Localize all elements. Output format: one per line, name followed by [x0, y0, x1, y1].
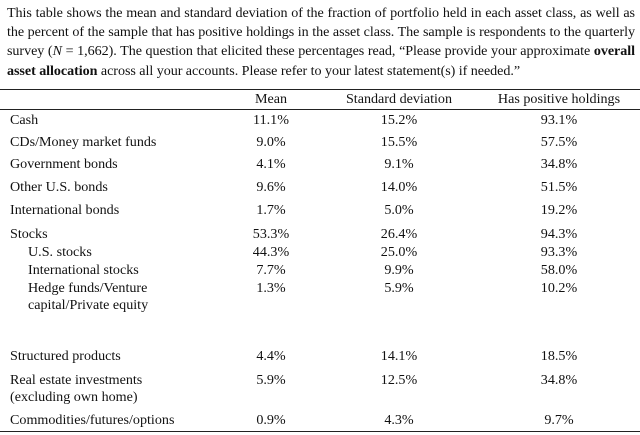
row-label-us-stocks: U.S. stocks	[28, 244, 92, 260]
cell-positive: 51.5%	[540, 179, 578, 195]
cell-positive: 18.5%	[540, 348, 578, 364]
caption-text-1: This table shows the mean and standard d…	[7, 5, 635, 60]
table-caption: This table shows the mean and standard d…	[7, 4, 635, 81]
row-label-stocks: Stocks	[10, 226, 48, 242]
cell-sd: 9.1%	[384, 156, 414, 172]
row-label-other-us-bonds: Other U.S. bonds	[10, 179, 108, 195]
cell-mean: 1.3%	[256, 280, 286, 296]
cell-positive: 93.1%	[540, 112, 578, 128]
header-mean: Mean	[254, 91, 288, 107]
cell-sd: 15.2%	[380, 112, 418, 128]
cell-positive: 9.7%	[544, 412, 574, 428]
caption-text-2: = 1,662). The question that elicited the…	[61, 43, 594, 60]
cell-mean: 4.1%	[256, 156, 286, 172]
cell-mean: 5.9%	[256, 372, 286, 388]
row-label-real-estate: Real estate investments (excluding own h…	[10, 372, 143, 405]
cell-sd: 12.5%	[380, 372, 418, 388]
header-rule	[0, 109, 640, 110]
cell-positive: 58.0%	[540, 262, 578, 278]
cell-mean: 11.1%	[253, 112, 289, 128]
cell-mean: 44.3%	[252, 244, 290, 260]
row-label-cds-money-market: CDs/Money market funds	[10, 134, 157, 150]
cell-sd: 25.0%	[380, 244, 418, 260]
cell-sd: 15.5%	[380, 134, 418, 150]
cell-positive: 10.2%	[540, 280, 578, 296]
cell-sd: 4.3%	[384, 412, 414, 428]
caption-n-variable: N	[52, 43, 62, 60]
cell-positive: 94.3%	[540, 226, 578, 242]
cell-positive: 34.8%	[540, 372, 578, 388]
cell-positive: 57.5%	[540, 134, 578, 150]
caption-text-3: across all your accounts. Please refer t…	[97, 62, 521, 79]
cell-mean: 0.9%	[256, 412, 286, 428]
caption-bold-phrase: overall asset allocation	[7, 43, 635, 79]
cell-mean: 9.6%	[256, 179, 286, 195]
row-label-commodities: Commodities/futures/options	[10, 412, 175, 428]
cell-mean: 53.3%	[252, 226, 290, 242]
cell-mean: 1.7%	[256, 202, 286, 218]
cell-mean: 4.4%	[256, 348, 286, 364]
row-label-international-bonds: International bonds	[10, 202, 120, 218]
cell-mean: 7.7%	[256, 262, 286, 278]
table-bottom-rule	[0, 431, 640, 432]
cell-sd: 14.0%	[380, 179, 418, 195]
header-has-positive-holdings: Has positive holdings	[497, 91, 621, 107]
cell-sd: 14.1%	[380, 348, 418, 364]
cell-sd: 5.9%	[384, 280, 414, 296]
header-standard-deviation: Standard deviation	[345, 91, 453, 107]
cell-positive: 34.8%	[540, 156, 578, 172]
cell-sd: 26.4%	[380, 226, 418, 242]
row-label-government-bonds: Government bonds	[10, 156, 118, 172]
row-label-cash: Cash	[10, 112, 39, 128]
table-top-rule	[0, 89, 640, 90]
cell-sd: 9.9%	[384, 262, 414, 278]
cell-sd: 5.0%	[384, 202, 414, 218]
cell-mean: 9.0%	[256, 134, 286, 150]
row-label-international-stocks: International stocks	[28, 262, 139, 278]
row-label-structured-products: Structured products	[10, 348, 121, 364]
cell-positive: 93.3%	[540, 244, 578, 260]
row-label-hedge-funds: Hedge funds/Venture capital/Private equi…	[28, 280, 149, 313]
cell-positive: 19.2%	[540, 202, 578, 218]
